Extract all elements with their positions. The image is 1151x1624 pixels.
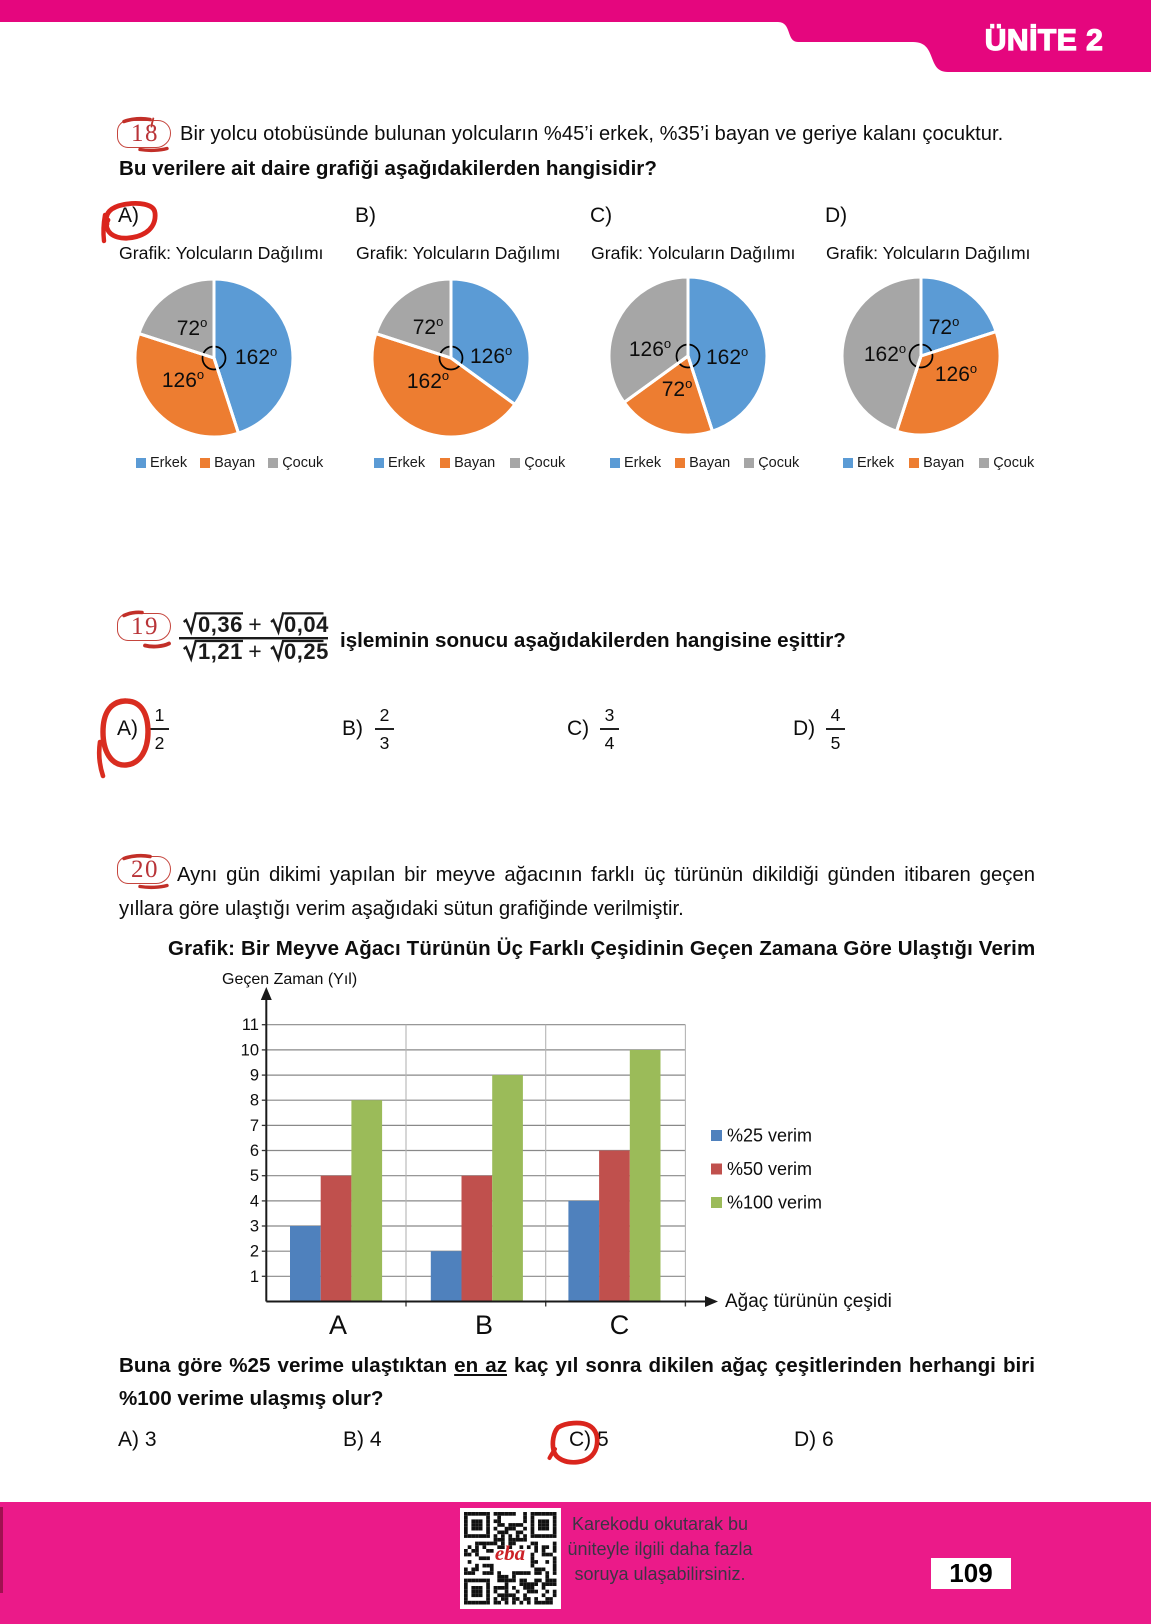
- svg-text:11: 11: [242, 1016, 259, 1034]
- svg-text:1: 1: [250, 1268, 259, 1286]
- svg-text:7: 7: [250, 1117, 259, 1135]
- svg-text:B: B: [475, 1310, 493, 1340]
- svg-text:10: 10: [241, 1041, 259, 1059]
- svg-text:Ağaç türünün çeşidi: Ağaç türünün çeşidi: [725, 1291, 892, 1312]
- svg-text:1,21: 1,21: [198, 639, 243, 664]
- svg-text:4: 4: [250, 1192, 259, 1210]
- svg-text:C: C: [610, 1310, 630, 1340]
- svg-text:%100 verim: %100 verim: [727, 1193, 822, 1213]
- svg-text:Geçen Zaman (Yıl): Geçen Zaman (Yıl): [222, 971, 357, 988]
- svg-text:2: 2: [250, 1243, 259, 1261]
- svg-text:0,04: 0,04: [284, 612, 329, 637]
- svg-text:%50 verim: %50 verim: [727, 1159, 812, 1179]
- svg-text:eba: eba: [495, 1541, 525, 1565]
- svg-text:ÜNİTE 2: ÜNİTE 2: [985, 24, 1104, 57]
- svg-text:+: +: [248, 611, 261, 637]
- svg-text:6: 6: [250, 1142, 259, 1160]
- svg-text:+: +: [248, 638, 261, 664]
- svg-text:0,36: 0,36: [198, 612, 243, 637]
- svg-text:3: 3: [250, 1218, 259, 1236]
- svg-text:5: 5: [250, 1167, 259, 1185]
- svg-text:9: 9: [250, 1067, 259, 1085]
- svg-text:8: 8: [250, 1092, 259, 1110]
- svg-text:0,25: 0,25: [284, 639, 329, 664]
- svg-text:A: A: [329, 1310, 347, 1340]
- svg-text:%25 verim: %25 verim: [727, 1126, 812, 1146]
